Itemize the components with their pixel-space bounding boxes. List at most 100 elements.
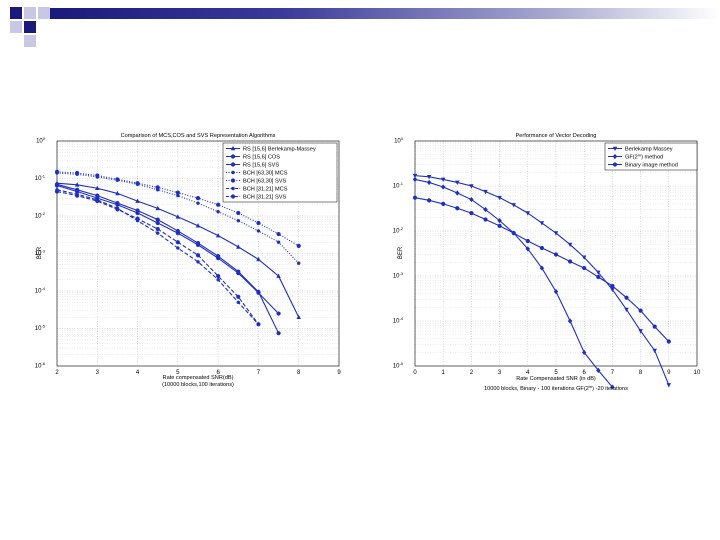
- legend-label: RS [15,6] COS: [243, 155, 280, 161]
- x-tick-label: 9: [667, 370, 671, 376]
- x-tick-label: 2: [470, 370, 474, 376]
- deco-square-3: [38, 7, 50, 19]
- legend-item: RS [15,6] COS: [226, 154, 280, 161]
- data-point: [296, 243, 301, 248]
- data-point: [483, 189, 488, 195]
- legend-marker: [230, 178, 236, 183]
- chart-vector-decoding: Performance of Vector Decoding 0 1 2 3 4 5 6 7 8…: [390, 125, 710, 400]
- legend-marker: [230, 162, 236, 167]
- y-tick-label: 10-6: [35, 361, 46, 370]
- data-point: [553, 289, 559, 295]
- x-tick-label: 3: [96, 370, 100, 376]
- data-point: [469, 196, 474, 203]
- data-point: [115, 207, 120, 212]
- y-tick-label: 100: [394, 136, 404, 145]
- data-point: [236, 244, 241, 249]
- data-point: [175, 240, 180, 245]
- data-point: [135, 208, 140, 213]
- x-tick-label: 2: [55, 370, 59, 376]
- data-point: [155, 205, 160, 211]
- data-point: [195, 240, 201, 246]
- x-tick-label: 7: [611, 370, 615, 376]
- data-point: [95, 198, 100, 204]
- y-tick-label: 10-2: [35, 211, 46, 220]
- data-point: [195, 253, 201, 258]
- data-point: [426, 175, 432, 180]
- data-point: [216, 202, 221, 207]
- series-line: [56, 184, 279, 314]
- legend-item: GF(2m) method: [608, 153, 663, 161]
- legend-marker: [612, 162, 618, 167]
- data-point: [175, 190, 180, 195]
- data-point: [426, 179, 432, 186]
- data-point: [427, 198, 432, 203]
- data-point: [652, 348, 657, 354]
- data-point: [539, 221, 545, 226]
- data-point: [216, 254, 221, 259]
- data-point: [455, 206, 460, 211]
- data-point: [196, 260, 200, 264]
- legend-label: Binary image method: [625, 163, 678, 169]
- data-point: [256, 229, 261, 233]
- data-point: [567, 242, 573, 248]
- data-point: [412, 173, 418, 179]
- y-tick-label: 100: [36, 136, 46, 145]
- data-point: [525, 238, 530, 244]
- deco-square-6: [24, 35, 36, 47]
- data-point: [624, 307, 629, 313]
- series-2: [54, 182, 281, 336]
- legend-item: BCH [63,30] MCS: [226, 171, 288, 177]
- series-line: [56, 183, 280, 334]
- data-point: [596, 270, 601, 276]
- data-point: [276, 331, 281, 336]
- x-tick-label: 10: [694, 370, 701, 376]
- data-point: [276, 311, 281, 316]
- data-point: [115, 190, 120, 196]
- legend-item: BCH [31,21] SVS: [226, 194, 286, 201]
- data-point: [216, 278, 220, 282]
- legend-box: [222, 142, 338, 203]
- data-point: [276, 231, 281, 237]
- legend-marker: [230, 145, 236, 151]
- data-point: [236, 210, 241, 216]
- data-point: [567, 318, 573, 324]
- x-tick-label: 0: [413, 370, 417, 376]
- legend-label: BCH [31,21] SVS: [243, 195, 286, 201]
- legend-marker: [231, 170, 235, 175]
- data-point: [412, 176, 418, 183]
- legend-label: BCH [31,21] MCS: [243, 187, 288, 193]
- data-point: [297, 261, 301, 265]
- x-tick-label: 5: [554, 370, 558, 376]
- data-point: [441, 177, 446, 183]
- y-tick-label: 10-2: [393, 226, 404, 235]
- x-axis-sublabel: 10000 blocks, Binary - 100 iterations GF…: [484, 384, 628, 392]
- series-4: [54, 169, 301, 248]
- x-tick-label: 8: [639, 370, 643, 376]
- deco-square-4: [24, 21, 36, 33]
- data-point: [115, 201, 120, 206]
- x-axis-label: Rate Compensated SNR (in dB): [516, 376, 596, 382]
- data-point: [176, 246, 180, 250]
- data-point: [216, 210, 220, 214]
- data-point: [256, 256, 261, 262]
- data-point: [539, 245, 544, 251]
- data-point: [652, 324, 657, 329]
- data-point: [256, 322, 261, 327]
- legend-item: Binary image method: [608, 162, 678, 169]
- data-point: [215, 233, 221, 238]
- data-point: [483, 217, 488, 222]
- y-tick-label: 10-4: [35, 286, 46, 295]
- legend-label: RS [15,6] Berlekamp-Massey: [243, 147, 316, 153]
- data-point: [135, 181, 140, 186]
- data-point: [610, 287, 615, 293]
- data-point: [666, 339, 671, 344]
- data-point: [469, 184, 474, 189]
- deco-square-2: [24, 7, 36, 19]
- legend-marker: [612, 146, 618, 152]
- data-point: [582, 265, 587, 271]
- data-point: [596, 274, 601, 280]
- data-point: [568, 259, 573, 264]
- data-point: [582, 255, 587, 260]
- data-point: [195, 223, 201, 228]
